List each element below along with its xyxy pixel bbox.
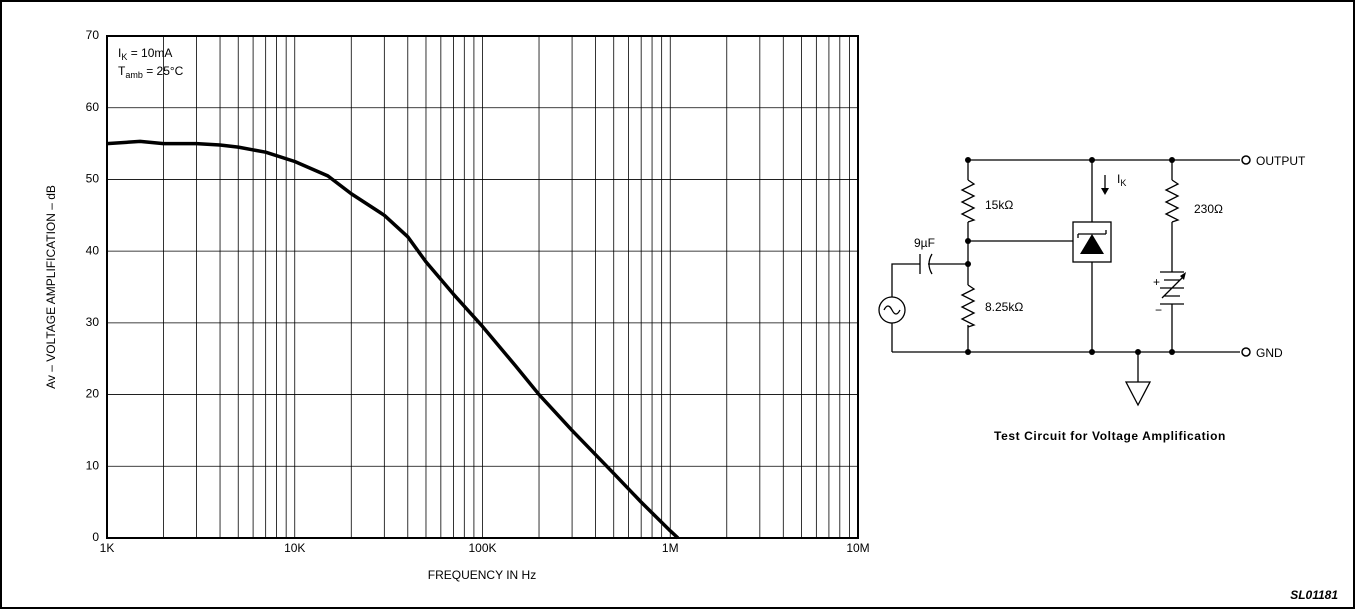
zener [1080,234,1104,254]
arrow-head [1101,188,1109,195]
annotation: Tamb = 25°C [118,64,184,80]
y-tick-label: 40 [86,243,100,257]
label: GND [1256,346,1283,360]
y-tick-label: 30 [86,315,100,329]
nodes [965,157,1175,355]
label: OUTPUT [1256,154,1306,168]
x-tick-label: 100K [468,541,496,555]
y-tick-label: 70 [86,28,100,42]
y-tick-label: 60 [86,100,100,114]
x-tick-label: 1K [100,541,115,555]
label: + [1153,275,1160,289]
plot: 0 10 20 30 40 50 60 70 1K 10K 100K 1M 10M [86,28,870,555]
terminal [1241,347,1251,357]
y-tick-label: 0 [92,530,99,544]
y-tick-label: 20 [86,387,100,401]
plot-border [106,35,859,539]
capacitor [919,253,933,275]
ground [1124,381,1152,407]
source [878,296,906,324]
code: SL01181 [1290,588,1338,602]
source-symbol [883,305,901,315]
resistor [960,179,976,223]
y-tick-label: 50 [86,172,100,186]
y-axis-label: Av – VOLTAGE AMPLIFICATION – dB [44,185,58,389]
label: 9µF [914,236,935,250]
line [106,139,680,540]
terminal [1241,155,1251,165]
label: 8.25kΩ [985,300,1023,314]
zener-box [1072,221,1112,263]
caption: Test Circuit for Voltage Amplification [994,429,1226,443]
battery [1160,271,1185,305]
x-tick-label: 10M [846,541,869,555]
label: 230Ω [1194,202,1223,216]
annotation: IK = 10mA [118,46,172,62]
label: − [1155,303,1162,317]
y-tick-label: 10 [86,458,100,472]
resistor [960,284,976,328]
label: IK [1117,172,1126,188]
label: 15kΩ [985,198,1013,212]
battery-arrow [1180,272,1186,280]
x-axis-label: FREQUENCY IN Hz [428,568,536,582]
zener-bar [1077,230,1107,238]
resistor [1164,179,1180,223]
x-tick-label: 10K [284,541,305,555]
circuit: 15kΩ 8.25kΩ 9µF IK 230Ω + − OUTPUT GND T… [878,154,1306,443]
x-tick-label: 1M [662,541,679,555]
wire [891,159,1240,382]
